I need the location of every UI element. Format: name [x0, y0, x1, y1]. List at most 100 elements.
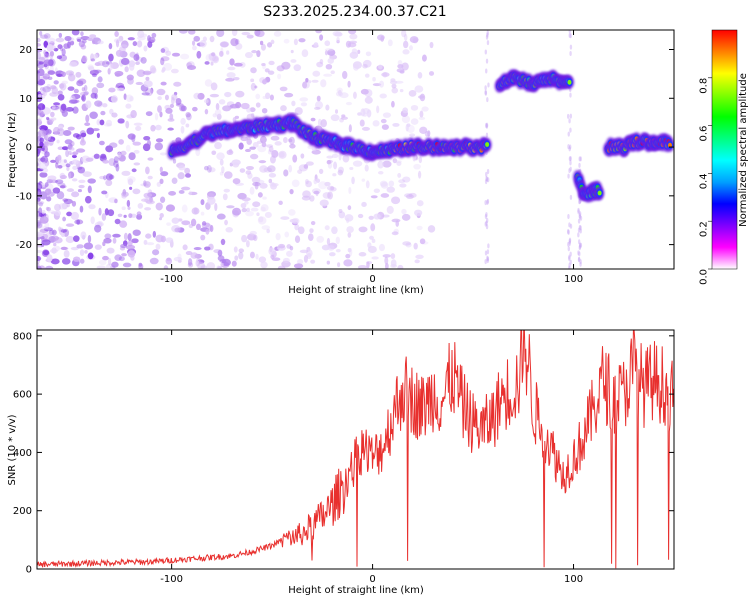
spectrogram-noise-blob: [37, 103, 46, 111]
spectrogram-noise-blob: [90, 216, 95, 225]
spectrogram-noise-blob: [331, 153, 339, 159]
spectrogram-noise-blob: [341, 114, 346, 118]
spectrogram-streak: [577, 218, 581, 224]
spectrogram-noise-blob: [72, 133, 80, 138]
spectrogram-noise-blob: [327, 57, 335, 64]
spectrogram-noise-blob: [37, 37, 41, 43]
spectrogram-noise-blob: [133, 53, 140, 62]
spectrogram-frame: [36, 29, 675, 270]
spectrogram-noise-blob: [68, 71, 73, 77]
spectrogram-noise-blob: [140, 56, 147, 64]
spectrogram-noise-blob: [102, 103, 108, 108]
spectrogram-noise-blob: [37, 146, 42, 155]
spectrogram-noise-blob: [46, 138, 53, 142]
spectrogram-noise-blob: [268, 178, 273, 184]
spectrogram-noise-blob: [393, 160, 402, 164]
spectrogram-streak: [485, 34, 489, 40]
spectrogram-noise-blob: [288, 138, 293, 143]
spectrogram-noise-blob: [121, 194, 127, 199]
spectrogram-noise-blob: [57, 182, 66, 187]
spectrogram-noise-blob: [372, 77, 376, 82]
spectrogram-noise-blob: [220, 41, 229, 48]
spectrogram-noise-blob: [232, 207, 242, 216]
spectrogram-noise-blob: [185, 251, 193, 256]
spectrogram-noise-blob: [190, 252, 199, 259]
spectrogram-noise-blob: [63, 198, 73, 205]
spectrogram-noise-blob: [401, 62, 409, 71]
spectrogram-noise-blob: [390, 253, 396, 259]
spectrogram-noise-blob: [37, 124, 41, 130]
spectrogram-streak: [484, 85, 487, 91]
spectrogram-noise-blob: [112, 233, 121, 238]
snr-panel: -100 0 100 0 200 400 600 800 Height of straigh…: [7, 329, 675, 596]
spectrogram-noise-blob: [117, 152, 122, 159]
spectrogram-noise-blob: [39, 137, 44, 143]
spectrogram-noise-blob: [323, 73, 333, 77]
spectrogram-noise-blob: [87, 252, 94, 260]
spectrogram-noise-blob: [258, 256, 267, 263]
spectrogram-noise-blob: [269, 94, 274, 101]
spectrogram-noise-blob: [112, 237, 117, 244]
x-tick-label: 0: [369, 574, 375, 585]
spectrogram-noise-blob: [78, 184, 85, 189]
spectrogram-noise-blob: [108, 43, 113, 50]
spectrogram-noise-blob: [141, 92, 150, 96]
spectrogram-noise-blob: [338, 208, 343, 213]
spectrogram-noise-blob: [187, 30, 196, 35]
spectrogram-noise-blob: [380, 118, 387, 124]
spectrogram-noise-blob: [71, 191, 80, 198]
spectrogram-noise-blob: [171, 217, 180, 224]
spectrogram-noise-blob: [352, 160, 363, 167]
y-tick-label: 0: [26, 143, 32, 154]
spectrogram-noise-blob: [98, 259, 107, 266]
spectrogram-noise-blob: [244, 200, 249, 205]
spectrogram-noise-blob: [171, 177, 178, 184]
spectrogram-noise-blob: [313, 42, 319, 48]
spectrogram-noise-blob: [234, 255, 239, 261]
spectrogram-noise-blob: [223, 188, 230, 193]
spectrogram-noise-blob: [352, 91, 357, 99]
spectrogram-noise-blob: [245, 165, 254, 171]
spectrogram-noise-blob: [332, 173, 337, 177]
spectrogram-streak: [577, 256, 581, 262]
spectrogram-noise-blob: [143, 45, 148, 52]
spectrogram-streak: [486, 198, 490, 204]
spectrogram-noise-blob: [37, 94, 42, 98]
spectrogram-noise-blob: [72, 106, 79, 114]
spectrogram-noise-blob: [181, 204, 188, 213]
spectrogram-noise-blob: [214, 108, 222, 117]
spectrogram-noise-blob: [144, 207, 152, 211]
spectrogram-noise-blob: [84, 195, 92, 204]
spectrogram-noise-blob: [344, 214, 354, 222]
spectrogram-noise-blob: [347, 205, 352, 211]
spectrogram-noise-blob: [346, 226, 354, 233]
spectrogram-noise-blob: [71, 30, 80, 36]
spectrogram-streak: [484, 214, 488, 220]
spectrogram-noise-blob: [399, 183, 407, 188]
spectrogram-noise-blob: [96, 119, 101, 126]
spectrogram-noise-blob: [127, 178, 134, 186]
spectrogram-noise-blob: [360, 88, 369, 95]
spectrogram-noise-blob: [48, 138, 54, 146]
spectrogram-noise-blob: [37, 266, 42, 269]
spectrogram-noise-blob: [209, 35, 215, 43]
spectrogram-noise-blob: [216, 265, 221, 269]
spectrogram-noise-blob: [266, 228, 270, 234]
spectrogram-noise-blob: [214, 202, 218, 211]
spectrogram-noise-blob: [314, 106, 321, 111]
spectrogram-noise-blob: [324, 40, 331, 47]
spectrogram-noise-blob: [265, 92, 271, 100]
spectrogram-noise-blob: [132, 41, 138, 47]
spectrogram-streak: [569, 166, 572, 172]
spectrogram-noise-blob: [85, 157, 94, 162]
spectrogram-noise-blob: [197, 261, 206, 269]
spectrogram-noise-blob: [75, 71, 82, 78]
spectrogram-tracks-layer: [167, 69, 674, 203]
spectrogram-noise-blob: [106, 247, 115, 254]
spectrogram-noise-blob: [171, 94, 178, 101]
spectrogram-noise-blob: [196, 50, 202, 59]
spectrogram-noise-blob: [245, 210, 254, 217]
spectrogram-noise-blob: [174, 227, 182, 233]
spectrogram-noise-blob: [326, 260, 330, 265]
spectrogram-noise-blob: [43, 40, 49, 48]
